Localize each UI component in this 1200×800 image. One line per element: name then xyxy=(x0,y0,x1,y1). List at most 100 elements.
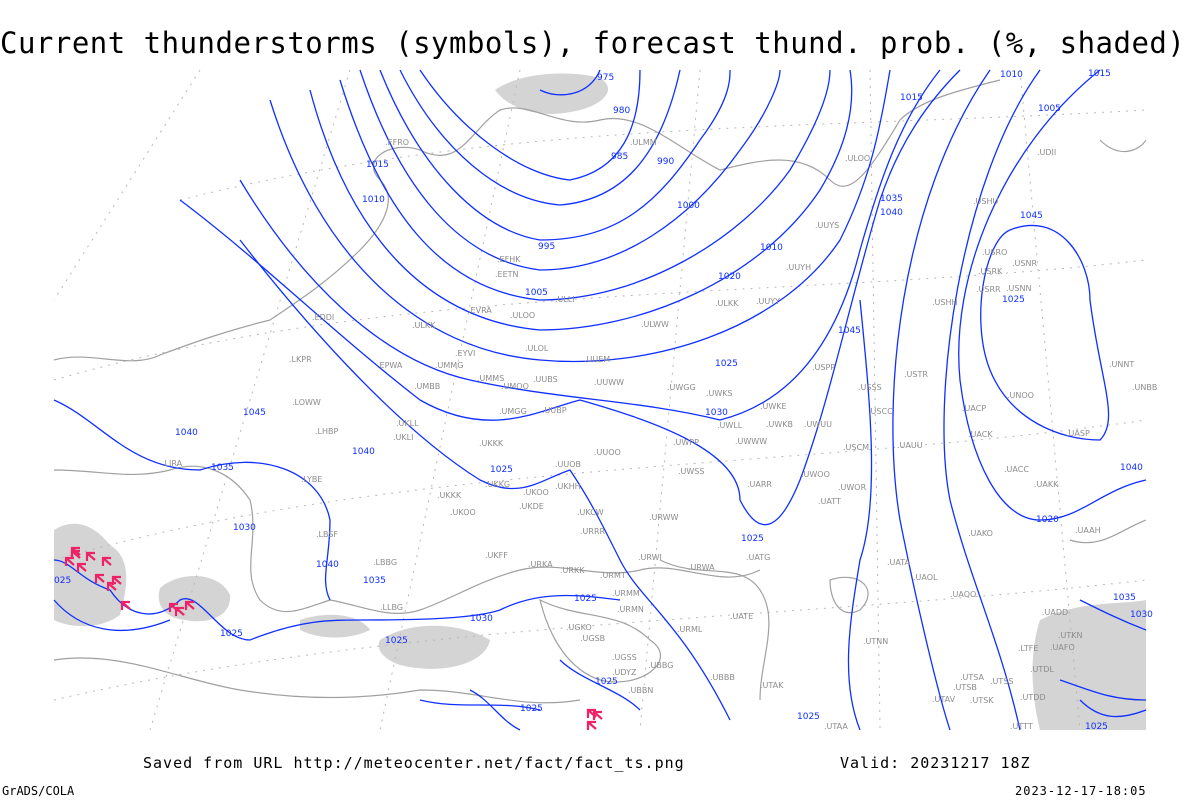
station-label: .UAOO xyxy=(950,590,976,599)
station-label: .USTR xyxy=(904,370,928,379)
station-label: .UKLI xyxy=(393,433,413,442)
isobar-label: 1025 xyxy=(715,359,738,369)
station-label: .LBSF xyxy=(316,530,338,539)
isobar-label: 1025 xyxy=(1085,722,1108,732)
station-label: .UWLL xyxy=(717,421,743,430)
station-label: .UUBS xyxy=(533,375,558,384)
station-label: .UMMS xyxy=(477,374,504,383)
thunderstorm-symbol xyxy=(76,562,87,572)
station-label: .UUEM xyxy=(584,355,610,364)
station-label: .UKDE xyxy=(519,502,544,511)
thunderstorm-symbol xyxy=(70,546,81,556)
isobar-label: 1015 xyxy=(366,160,389,170)
station-label: .UKKK xyxy=(437,491,462,500)
isobar-label: 1040 xyxy=(316,560,339,570)
station-label: .UTAV xyxy=(932,695,956,704)
station-label: .UAOL xyxy=(913,573,938,582)
station-label: .UWSS xyxy=(678,467,704,476)
station-label: .URMT xyxy=(600,571,626,580)
station-label: .URKA xyxy=(528,560,553,569)
station-label: .UATE xyxy=(730,612,753,621)
isobar-label: 1035 xyxy=(211,463,234,473)
isobar-label: 1015 xyxy=(900,93,923,103)
thunderstorm-symbol xyxy=(120,600,131,610)
station-label: .UACK xyxy=(968,430,993,439)
station-label: .URRR xyxy=(580,527,606,536)
station-label: .USSS xyxy=(858,383,882,392)
station-label: .UAKK xyxy=(1034,480,1059,489)
isobar-label: 1035 xyxy=(363,576,386,586)
station-label: .URWA xyxy=(688,563,715,572)
station-label: .URMN xyxy=(617,605,644,614)
isobar-label: 1045 xyxy=(1020,211,1043,221)
station-label: .UWGG xyxy=(667,383,696,392)
isobar-label: 1045 xyxy=(243,408,266,418)
isobar-label: 1025 xyxy=(490,465,513,475)
station-label: .UADD xyxy=(1042,608,1068,617)
station-label: .UATA xyxy=(887,558,911,567)
station-label: .UKOO xyxy=(523,488,549,497)
station-label: .EETN xyxy=(495,270,519,279)
thunderstorm-symbol xyxy=(111,575,122,585)
station-label: .URML xyxy=(677,625,703,634)
station-label: .USNR xyxy=(1012,259,1037,268)
isobar-label: 1030 xyxy=(470,614,493,624)
valid-time: Valid: 20231217 18Z xyxy=(840,754,1031,772)
isobar-label: 975 xyxy=(597,73,614,83)
station-label: .UMMG xyxy=(435,361,463,370)
software-credit: GrADS/COLA xyxy=(2,784,75,798)
station-label: .USHU xyxy=(973,197,998,206)
station-label: .UWUU xyxy=(804,420,832,429)
station-label: .UMOO xyxy=(501,382,529,391)
isobar-label: 1005 xyxy=(525,288,548,298)
isobar-label: 1010 xyxy=(760,243,783,253)
thunderstorm-symbol xyxy=(174,606,185,616)
station-label: .UTSB xyxy=(953,683,977,692)
isobar-label: 1025 xyxy=(220,629,243,639)
station-label: .LOWW xyxy=(292,398,321,407)
station-label: .UBBG xyxy=(648,661,673,670)
station-label: .URKK xyxy=(560,566,585,575)
isobar-label: 025 xyxy=(54,576,71,586)
station-label: .UAUU xyxy=(897,441,923,450)
isobar-label: 1030 xyxy=(705,408,728,418)
station-label: .UUBP xyxy=(542,406,567,415)
station-label: .ULOL xyxy=(525,344,549,353)
isobars xyxy=(53,69,1147,731)
coastlines xyxy=(53,79,1147,704)
isobar-label: 1030 xyxy=(233,523,256,533)
station-label: .UKHH xyxy=(555,482,581,491)
isobar-label: 1010 xyxy=(362,195,385,205)
station-label: .EDDI xyxy=(312,313,334,322)
station-label: .UASP xyxy=(1066,429,1090,438)
station-label: .EVRA xyxy=(468,306,492,315)
isobar-label: 1040 xyxy=(1120,463,1143,473)
station-label: .UGKO xyxy=(566,623,592,632)
station-label: .UWPP xyxy=(673,438,699,447)
isobar-label: 1020 xyxy=(1036,515,1059,525)
isobar-label: 1035 xyxy=(880,194,903,204)
station-label: .ULKK xyxy=(715,299,739,308)
station-label: .UUYY xyxy=(756,297,780,306)
station-label: .LTFE xyxy=(1018,644,1038,653)
station-label: .UAFO xyxy=(1050,643,1075,652)
isobar-label: 1025 xyxy=(520,704,543,714)
station-label: .LIRA xyxy=(162,459,183,468)
station-label: .LKPR xyxy=(289,355,312,364)
isobar-labels: 975 980 985 990 995 1000 1005 1010 1015 1020 1025 1… xyxy=(54,69,1153,732)
station-label: .UTDD xyxy=(1020,693,1046,702)
station-label: .UWOO xyxy=(801,470,830,479)
generation-timestamp: 2023-12-17-18:05 xyxy=(1015,784,1147,798)
station-label: .LYBE xyxy=(301,475,322,484)
station-label: .EYVI xyxy=(455,349,475,358)
station-label: .UKLL xyxy=(396,419,419,428)
isobar-label: 1025 xyxy=(595,677,618,687)
isobar-label: 1015 xyxy=(1088,69,1111,79)
station-label: .ULLI xyxy=(555,295,575,304)
isobar-label: 1025 xyxy=(574,594,597,604)
saved-from-url: Saved from URL http://meteocenter.net/fa… xyxy=(143,754,685,772)
station-label: .UUOO xyxy=(594,448,621,457)
station-labels: .ULOO .UDII .USHU .UUYS .UUYH .ULKK .UUYY .USRO… xyxy=(162,138,1157,731)
shading-area xyxy=(378,625,490,669)
isobar-label: 990 xyxy=(657,157,674,167)
